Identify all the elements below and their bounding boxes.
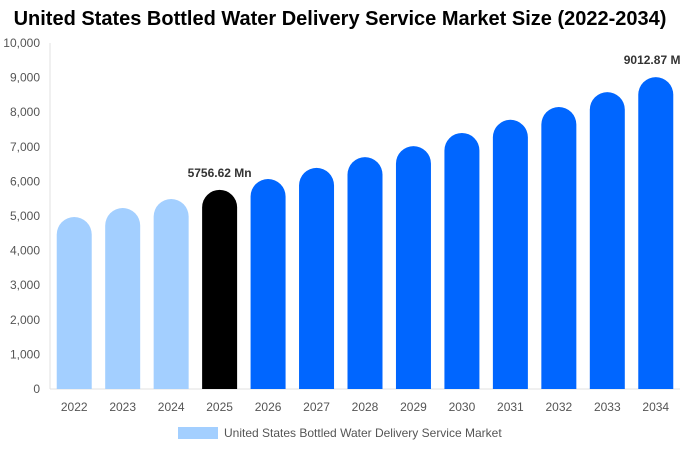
y-tick-label: 1,000 (10, 347, 40, 361)
y-tick-label: 10,000 (3, 36, 40, 50)
bar-2034 (638, 77, 674, 390)
legend-swatch (178, 427, 218, 439)
bar-2031 (492, 119, 528, 389)
y-tick-label: 0 (33, 382, 40, 396)
chart-title: United States Bottled Water Delivery Ser… (13, 8, 667, 30)
bar-2026 (250, 178, 286, 389)
x-tick-label: 2028 (352, 400, 379, 414)
x-tick-label: 2024 (158, 400, 185, 414)
bar-2032 (541, 107, 577, 389)
bar-2024 (153, 199, 189, 389)
x-tick-label: 2025 (206, 400, 233, 414)
x-tick-label: 2034 (642, 400, 669, 414)
bar-2023 (105, 208, 141, 389)
bar-2028 (347, 157, 383, 389)
y-tick-label: 7,000 (10, 140, 40, 154)
x-tick-label: 2031 (497, 400, 524, 414)
data-label: 5756.62 Mn (188, 166, 252, 180)
legend: United States Bottled Water Delivery Ser… (178, 426, 502, 440)
x-tick-label: 2029 (400, 400, 427, 414)
y-tick-label: 3,000 (10, 278, 40, 292)
y-tick-label: 8,000 (10, 105, 40, 119)
bar-2022 (56, 217, 92, 389)
bar-2027 (299, 167, 335, 389)
bar-2029 (395, 146, 431, 389)
x-tick-label: 2027 (303, 400, 330, 414)
x-tick-label: 2023 (109, 400, 136, 414)
y-tick-label: 5,000 (10, 209, 40, 223)
y-tick-label: 4,000 (10, 244, 40, 258)
bar-chart: 0 1,000 2,000 3,000 4,000 5,000 6,000 7,000 8,00… (3, 36, 680, 414)
data-label: 9012.87 Mn (624, 53, 680, 67)
x-tick-label: 2032 (545, 400, 572, 414)
bar-2030 (444, 132, 480, 389)
x-tick-label: 2022 (61, 400, 88, 414)
y-tick-label: 6,000 (10, 174, 40, 188)
legend-label: United States Bottled Water Delivery Ser… (224, 426, 502, 440)
x-tick-label: 2033 (594, 400, 621, 414)
x-tick-label: 2030 (449, 400, 476, 414)
bar-2033 (589, 92, 625, 389)
y-tick-label: 2,000 (10, 313, 40, 327)
y-tick-label: 9,000 (10, 71, 40, 85)
bar-2025 (202, 189, 238, 389)
x-tick-label: 2026 (255, 400, 282, 414)
